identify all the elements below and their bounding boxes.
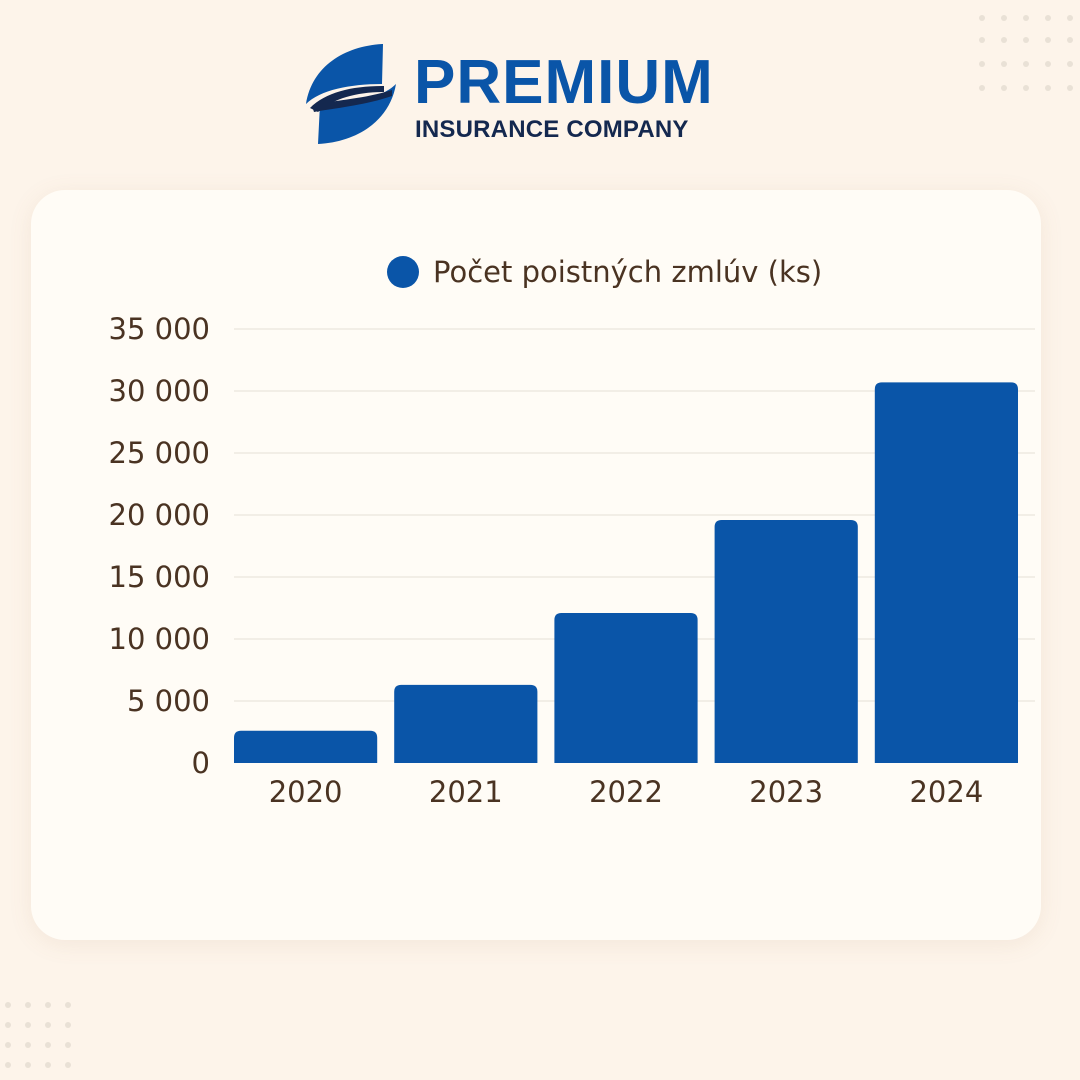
y-tick-label: 10 000 (109, 622, 210, 656)
y-tick-label: 20 000 (109, 498, 210, 532)
x-tick-label: 2020 (269, 775, 343, 809)
x-tick-label: 2023 (749, 775, 823, 809)
chart-card (31, 190, 1041, 940)
y-tick-label: 15 000 (109, 560, 210, 594)
brand-tagline: INSURANCE COMPANY (415, 116, 689, 143)
bar-2024 (874, 382, 1018, 763)
y-tick-label: 30 000 (109, 374, 210, 408)
y-tick-label: 25 000 (109, 436, 210, 470)
decorative-dots-bottom-left (5, 1002, 71, 1068)
x-tick-label: 2022 (589, 775, 663, 809)
y-axis-ticks: 0 5 000 10 000 15 000 20 000 25 000 30 000 35 0… (109, 312, 210, 780)
premium-swoosh-logo-icon (306, 44, 396, 144)
bar-2021 (394, 684, 538, 763)
x-tick-label: 2024 (909, 775, 983, 809)
bar-2023 (714, 519, 858, 763)
y-tick-label: 35 000 (109, 312, 210, 346)
bars (234, 382, 1018, 763)
bar-2022 (554, 612, 698, 763)
x-tick-label: 2021 (429, 775, 503, 809)
legend-label: Počet poistných zmlúv (ks) (433, 255, 823, 289)
brand-name: PREMIUM (414, 48, 714, 117)
legend-swatch (387, 256, 419, 288)
x-axis-ticks: 2020 2021 2022 2023 2024 (269, 775, 984, 809)
y-tick-label: 0 (192, 746, 210, 780)
bar-2020 (234, 730, 378, 763)
chart-legend: Počet poistných zmlúv (ks) (387, 252, 822, 292)
y-tick-label: 5 000 (127, 684, 210, 718)
brand-logo: PREMIUM (300, 40, 760, 150)
decorative-dots-top-right (979, 15, 1073, 91)
